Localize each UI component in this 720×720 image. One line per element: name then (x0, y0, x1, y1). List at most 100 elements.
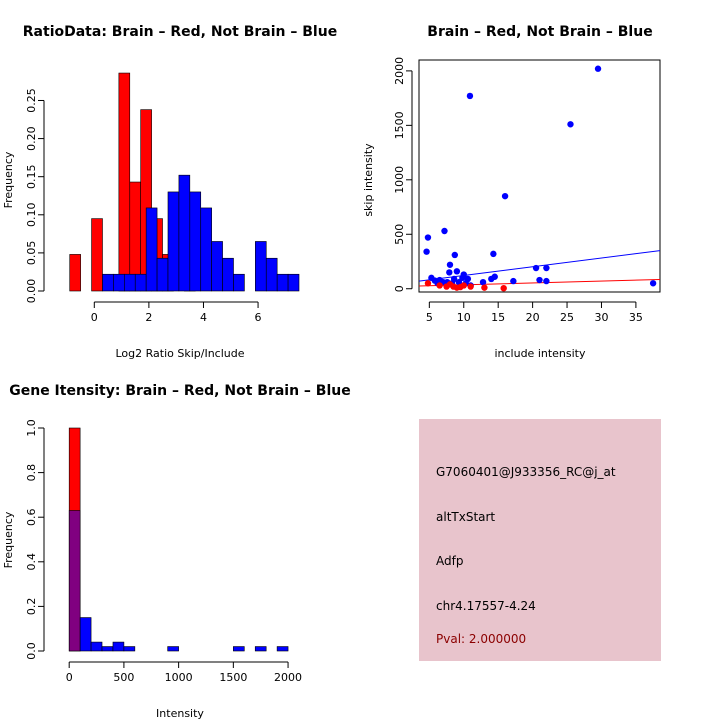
histogram-bar-not-brain (233, 646, 245, 652)
x-tick-label: 10 (457, 311, 471, 324)
x-tick-label: 20 (526, 311, 540, 324)
y-tick-label: 0.4 (25, 553, 38, 571)
histogram-bar-brain (91, 218, 103, 292)
x-tick-label: 15 (491, 311, 505, 324)
histogram-bar-not-brain (167, 191, 180, 292)
histogram-bar-not-brain (255, 241, 267, 292)
scatter-point-not-brain (543, 264, 550, 272)
histogram-bar-not-brain (145, 207, 158, 292)
scatter-point-not-brain (649, 280, 657, 287)
scatter-point-not-brain (446, 261, 454, 268)
y-tick-label: 1.0 (25, 419, 38, 437)
histogram-bar-brain (69, 254, 81, 292)
info-panel: G7060401@J933356_RC@j_at altTxStart Adfp… (419, 419, 661, 661)
scatter-point-brain (481, 284, 488, 291)
histogram-bar-not-brain (233, 273, 245, 292)
y-tick-label: 0.8 (25, 464, 38, 482)
y-tick-label: 0.05 (25, 241, 38, 266)
x-tick-label: 25 (560, 311, 574, 324)
scatter-point-brain (467, 283, 474, 290)
x-tick-label: 0 (66, 671, 73, 684)
probe-id: G7060401@J933356_RC@j_at (436, 465, 616, 479)
x-tick-label: 30 (594, 311, 608, 324)
scatter-point-not-brain (536, 276, 543, 284)
histogram-bar-not-brain (123, 646, 136, 652)
histogram-bar-not-brain (113, 273, 125, 292)
histogram-bar-not-brain (276, 646, 289, 652)
x-tick-label: 35 (629, 311, 643, 324)
x-axis-label: include intensity (494, 347, 586, 360)
scatter-point-not-brain (441, 227, 448, 235)
y-tick-label: 0.6 (25, 508, 38, 526)
x-axis-label: Log2 Ratio Skip/Include (115, 347, 244, 360)
scatter-point-not-brain (532, 264, 540, 272)
scatter-point-not-brain (453, 268, 461, 275)
y-axis-label: Frequency (2, 511, 15, 568)
y-tick-label: 0.2 (25, 598, 38, 616)
genomic-location: chr4.17557-4.24 (436, 599, 536, 613)
scatter-point-not-brain (490, 250, 497, 258)
histogram-bar-not-brain (167, 646, 179, 652)
chart-title: Gene Itensity: Brain – Red, Not Brain – … (9, 383, 351, 399)
histogram-bar-not-brain (101, 646, 114, 652)
y-tick-label: 0.25 (25, 88, 38, 113)
histogram-bar-not-brain (222, 257, 234, 292)
chart-title: RatioData: Brain – Red, Not Brain – Blue (23, 24, 337, 40)
histogram-bar-not-brain (211, 241, 223, 292)
event-type: altTxStart (436, 510, 496, 524)
scatter-point-not-brain (460, 271, 467, 278)
x-tick-label: 1500 (219, 671, 247, 684)
y-tick-label: 500 (393, 224, 406, 245)
scatter-point-brain (424, 280, 432, 287)
histogram-bar-not-brain (189, 191, 202, 292)
scatter-point-not-brain (567, 121, 574, 128)
x-tick-label: 2000 (274, 671, 302, 684)
chart-title: Brain – Red, Not Brain – Blue (427, 24, 652, 40)
histogram-bar-not-brain (276, 273, 289, 292)
scatter-point-not-brain (450, 275, 458, 283)
histogram-bar-not-brain (156, 257, 169, 292)
histogram-bar-brain (118, 72, 131, 292)
y-tick-label: 1000 (393, 166, 406, 194)
histogram-bar-not-brain (112, 641, 125, 652)
y-tick-label: 0.00 (25, 279, 38, 304)
histogram-bar-not-brain (254, 646, 267, 652)
x-tick-label: 500 (113, 671, 134, 684)
scatter-point-not-brain (491, 273, 498, 280)
histogram-bar-not-brain (79, 617, 92, 652)
histogram-bar-not-brain (265, 257, 278, 292)
histogram-bar-overlap (68, 510, 81, 652)
scatter-point-not-brain (479, 278, 487, 286)
scatter-point-brain (460, 282, 467, 289)
y-tick-label: 0 (393, 285, 406, 292)
histogram-bar-not-brain (200, 207, 212, 292)
y-tick-label: 1500 (393, 111, 406, 139)
y-axis-label: skip intensity (362, 143, 375, 217)
y-tick-label: 0.10 (25, 203, 38, 228)
scatter-point-not-brain (423, 248, 430, 255)
x-tick-label: 6 (255, 311, 262, 324)
scatter-point-not-brain (510, 277, 517, 285)
plot-frame (418, 59, 661, 293)
gene-name: Adfp (436, 554, 464, 568)
scatter-point-not-brain (464, 275, 472, 283)
histogram-bar-not-brain (287, 273, 300, 292)
y-tick-label: 2000 (393, 57, 406, 85)
scatter-point-not-brain (466, 92, 474, 100)
histogram-bar-not-brain (90, 641, 103, 652)
x-axis-label: Intensity (156, 707, 204, 720)
histogram-bar-not-brain (124, 273, 136, 292)
x-tick-label: 0 (91, 311, 98, 324)
scatter-point-not-brain (424, 234, 432, 241)
pvalue-text: Pval: 2.000000 (436, 632, 527, 646)
y-tick-label: 0.0 (25, 642, 38, 660)
histogram-bar-not-brain (134, 273, 147, 292)
scatter-point-not-brain (451, 251, 459, 259)
scatter-point-not-brain (594, 65, 602, 72)
scatter-point-not-brain (501, 192, 509, 200)
x-tick-label: 1000 (165, 671, 193, 684)
y-tick-label: 0.15 (25, 164, 38, 189)
x-tick-label: 5 (426, 311, 433, 324)
